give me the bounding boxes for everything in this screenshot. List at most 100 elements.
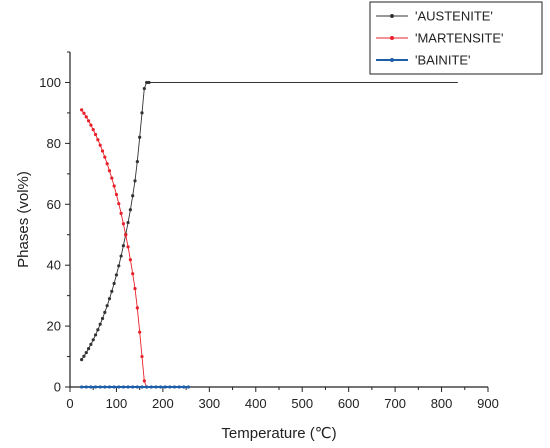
data-point bbox=[89, 385, 93, 389]
data-point bbox=[140, 385, 144, 389]
data-point bbox=[112, 281, 116, 286]
data-point bbox=[126, 385, 130, 389]
data-point bbox=[182, 385, 186, 389]
x-tick-label: 900 bbox=[477, 396, 499, 411]
data-point bbox=[133, 287, 137, 291]
data-point bbox=[117, 385, 121, 389]
data-point bbox=[131, 385, 135, 389]
data-point bbox=[149, 385, 153, 389]
data-point bbox=[82, 111, 86, 115]
data-point bbox=[142, 379, 146, 383]
data-point bbox=[186, 385, 191, 389]
data-point bbox=[121, 222, 126, 226]
x-tick-label: 600 bbox=[338, 396, 360, 411]
data-point bbox=[86, 347, 91, 351]
data-point bbox=[145, 385, 149, 389]
data-point bbox=[140, 354, 144, 359]
data-point bbox=[135, 385, 139, 389]
data-point bbox=[80, 108, 84, 112]
data-point bbox=[154, 385, 158, 389]
legend-label: 'MARTENSITE' bbox=[415, 31, 504, 46]
data-point bbox=[124, 233, 128, 237]
data-point bbox=[128, 208, 132, 212]
data-point bbox=[110, 176, 114, 180]
data-point bbox=[112, 385, 116, 389]
data-point bbox=[117, 202, 121, 206]
data-point bbox=[112, 184, 116, 188]
data-point bbox=[133, 179, 137, 183]
y-tick-label: 40 bbox=[47, 258, 61, 273]
data-point bbox=[93, 385, 98, 389]
x-tick-label: 200 bbox=[152, 396, 174, 411]
data-point bbox=[114, 192, 119, 197]
data-point bbox=[119, 211, 123, 216]
x-tick-label: 700 bbox=[384, 396, 406, 411]
data-point bbox=[142, 86, 146, 91]
data-point bbox=[107, 385, 112, 389]
data-point bbox=[168, 385, 172, 389]
data-point bbox=[98, 143, 102, 147]
data-point bbox=[105, 304, 109, 308]
x-tick-label: 0 bbox=[66, 396, 73, 411]
data-point bbox=[114, 273, 119, 277]
data-point bbox=[163, 385, 167, 389]
data-point bbox=[103, 385, 107, 389]
legend-label: 'BAINITE' bbox=[415, 53, 471, 68]
legend: 'AUSTENITE' 'MARTENSITE' 'BAINITE' bbox=[369, 1, 543, 75]
data-point bbox=[107, 297, 112, 301]
data-point bbox=[138, 135, 142, 139]
series-layer bbox=[80, 80, 458, 389]
data-point bbox=[131, 272, 135, 276]
data-point bbox=[89, 123, 93, 127]
legend-swatch-marker bbox=[390, 36, 394, 40]
data-point bbox=[119, 254, 123, 258]
data-point bbox=[91, 338, 95, 342]
legend-swatch-marker bbox=[390, 58, 394, 62]
data-point bbox=[172, 385, 177, 389]
data-point bbox=[86, 119, 91, 123]
y-tick-label: 100 bbox=[39, 75, 61, 90]
legend-swatch-marker bbox=[390, 14, 394, 18]
data-point bbox=[135, 160, 139, 164]
data-point bbox=[126, 220, 130, 225]
data-point bbox=[107, 169, 112, 173]
axes: 0 100 200 300 400 500 600 700 800 900 0 20 40 60 80 100 bbox=[39, 51, 499, 411]
x-tick-label: 300 bbox=[198, 396, 220, 411]
data-point bbox=[145, 80, 149, 85]
data-point bbox=[110, 289, 114, 293]
data-point bbox=[93, 333, 98, 337]
data-point bbox=[140, 111, 144, 115]
data-point bbox=[98, 385, 102, 389]
data-point bbox=[93, 132, 98, 137]
series-0 bbox=[80, 80, 458, 362]
x-tick-label: 500 bbox=[291, 396, 313, 411]
data-point bbox=[80, 357, 84, 362]
data-point bbox=[91, 128, 95, 132]
data-point bbox=[82, 354, 86, 358]
data-point bbox=[135, 306, 139, 310]
data-point bbox=[80, 385, 84, 389]
series-1 bbox=[80, 108, 149, 389]
data-point bbox=[84, 115, 88, 119]
data-point bbox=[103, 310, 107, 314]
data-point bbox=[131, 194, 135, 198]
data-point bbox=[100, 316, 105, 321]
data-point bbox=[89, 342, 93, 346]
data-point bbox=[138, 330, 142, 334]
legend-label: 'AUSTENITE' bbox=[415, 9, 493, 24]
y-tick-label: 80 bbox=[47, 136, 61, 151]
y-tick-label: 20 bbox=[47, 319, 61, 334]
x-tick-label: 400 bbox=[245, 396, 267, 411]
y-axis-title: Phases (vol%) bbox=[15, 171, 32, 268]
data-point bbox=[103, 155, 107, 159]
data-point bbox=[177, 385, 181, 389]
data-point bbox=[100, 149, 105, 153]
data-point bbox=[121, 385, 126, 389]
data-point bbox=[98, 322, 102, 326]
data-point bbox=[84, 385, 88, 389]
data-point bbox=[105, 162, 109, 166]
data-point bbox=[121, 244, 126, 248]
data-point bbox=[147, 80, 151, 85]
y-tick-label: 0 bbox=[54, 380, 61, 395]
data-point bbox=[117, 264, 121, 268]
